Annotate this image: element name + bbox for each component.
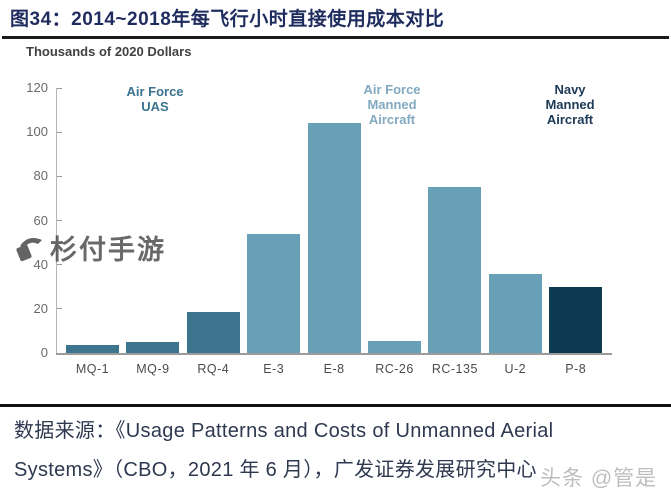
y-axis-tick bbox=[57, 131, 62, 133]
x-axis-label-rc-135: RC-135 bbox=[431, 362, 478, 376]
group-label-line: Navy bbox=[554, 82, 586, 97]
y-axis-tick-label: 100 bbox=[26, 124, 48, 140]
bar-rc-135 bbox=[428, 187, 482, 353]
group-label-air-force-uas: Air Force UAS bbox=[90, 84, 220, 114]
x-axis-label-e-3: E-3 bbox=[263, 362, 285, 376]
group-label-line: Aircraft bbox=[546, 112, 594, 127]
center-watermark: 杉付手游 bbox=[14, 228, 166, 267]
group-label-line: UAS bbox=[141, 99, 169, 114]
x-axis-line bbox=[56, 353, 612, 355]
bar-rq-4 bbox=[186, 312, 240, 353]
y-axis-tick bbox=[57, 87, 62, 89]
bar-mq-1 bbox=[66, 345, 119, 353]
group-label-air-force-manned: Air Force Manned Aircraft bbox=[327, 82, 457, 127]
x-axis-label-mq-1: MQ-1 bbox=[75, 362, 110, 376]
y-axis-tick-label: 0 bbox=[40, 345, 48, 360]
x-axis-label-rq-4: RQ-4 bbox=[197, 362, 230, 376]
group-label-line: Manned bbox=[367, 97, 417, 112]
group-label-line: Manned bbox=[545, 97, 595, 112]
bar-mq-9 bbox=[126, 341, 180, 353]
y-axis-tick bbox=[57, 308, 62, 310]
y-axis-tick-label: 120 bbox=[26, 80, 48, 95]
x-axis-label-u-2: U-2 bbox=[504, 362, 527, 376]
group-label-line: Aircraft bbox=[368, 112, 416, 127]
y-axis-tick bbox=[57, 264, 62, 266]
figure-title: 图34：2014~2018年每飞行小时直接使用成本对比 bbox=[10, 9, 445, 30]
title-divider bbox=[2, 36, 669, 39]
x-axis-label-p-8: P-8 bbox=[565, 362, 587, 376]
y-axis-tick bbox=[57, 175, 62, 177]
y-axis-tick-label: 40 bbox=[33, 256, 48, 272]
watermark-logo-icon bbox=[16, 237, 42, 261]
data-source-line2: Systems》（CBO，2021 年 6 月），广发证券发展研究中心 bbox=[14, 459, 537, 481]
bar-e-3 bbox=[247, 233, 301, 353]
y-axis-tick bbox=[57, 352, 62, 354]
x-axis-label-rc-26: RC-26 bbox=[375, 362, 414, 376]
bar-rc-26 bbox=[368, 340, 421, 353]
group-label-line: Air Force bbox=[363, 82, 421, 97]
y-axis-unit-label: Thousands of 2020 Dollars bbox=[26, 44, 192, 59]
x-axis-label-e-8: E-8 bbox=[323, 362, 345, 376]
x-axis-label-mq-9: MQ-9 bbox=[136, 362, 170, 376]
bar-e-8 bbox=[307, 123, 361, 353]
bar-u-2 bbox=[488, 273, 542, 353]
group-label-line: Air Force bbox=[126, 84, 184, 99]
y-axis-tick bbox=[57, 220, 62, 221]
center-watermark-text: 杉付手游 bbox=[50, 235, 166, 265]
footer-divider bbox=[0, 404, 671, 407]
bar-p-8 bbox=[549, 286, 603, 353]
y-axis-tick-label: 80 bbox=[33, 168, 48, 184]
y-axis-tick-label: 20 bbox=[33, 300, 48, 316]
group-label-navy-manned: Navy Manned Aircraft bbox=[505, 82, 635, 127]
data-source-line1: 数据来源：《Usage Patterns and Costs of Unmann… bbox=[14, 420, 554, 442]
y-axis-tick-label: 60 bbox=[33, 212, 48, 228]
corner-watermark-text: 头条 @管是 bbox=[540, 467, 658, 490]
bar-chart-plot-area: 0 20 40 60 80 100 120 MQ-1 MQ-9 RQ-4 E-3 E-8 RC-26 RC… bbox=[26, 80, 612, 376]
